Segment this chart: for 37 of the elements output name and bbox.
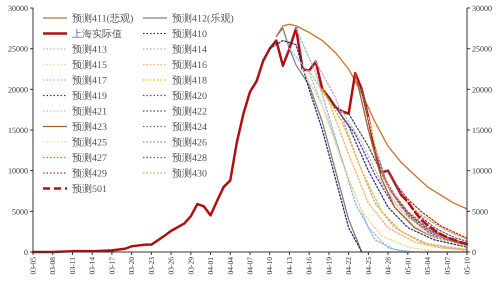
legend-label: 预测420 [172,90,207,102]
legend-label: 预测410 [172,28,207,40]
y-tick-label: 30000 [8,4,28,13]
y-tick-label: 15000 [8,126,28,135]
legend-label: 预测419 [72,90,107,102]
y-tick-label: 0 [24,248,28,257]
legend-label: 预测426 [172,136,207,148]
legend-label: 上海实际值 [72,28,122,40]
y2-tick-label: 0 [472,248,476,257]
legend-label: 预测429 [72,168,107,180]
y-tick-label: 25000 [8,44,28,54]
legend-label: 预测422 [172,106,207,118]
y-tick-label: 20000 [8,85,28,94]
y2-tick-label: 20000 [472,85,492,94]
legend-label: 预测418 [172,74,207,86]
y2-tick-label: 15000 [472,126,492,135]
legend-label: 预测424 [172,121,207,133]
legend-label: 预测415 [72,59,107,71]
legend-label: 预测412(乐观) [172,12,234,24]
y-tick-label: 5000 [12,207,28,216]
legend-label: 预测417 [72,74,107,86]
y2-tick-label: 5000 [472,207,488,216]
legend-label: 预测421 [72,106,107,118]
legend-label: 预测423 [72,121,107,133]
y2-tick-label: 30000 [472,4,492,13]
legend-label: 预测427 [72,152,107,164]
legend-label: 预测414 [172,44,207,56]
y-tick-label: 10000 [8,166,28,176]
legend-label: 预测416 [172,59,207,71]
legend-label: 预测428 [172,152,207,164]
legend-label: 预测425 [72,136,107,148]
legend-label: 预测411(悲观) [72,12,134,24]
y2-tick-label: 10000 [472,166,492,176]
legend-label: 预测501 [72,183,107,195]
legend-label: 预测413 [72,44,107,56]
y2-tick-label: 25000 [472,44,492,54]
legend-label: 预测430 [172,168,207,180]
